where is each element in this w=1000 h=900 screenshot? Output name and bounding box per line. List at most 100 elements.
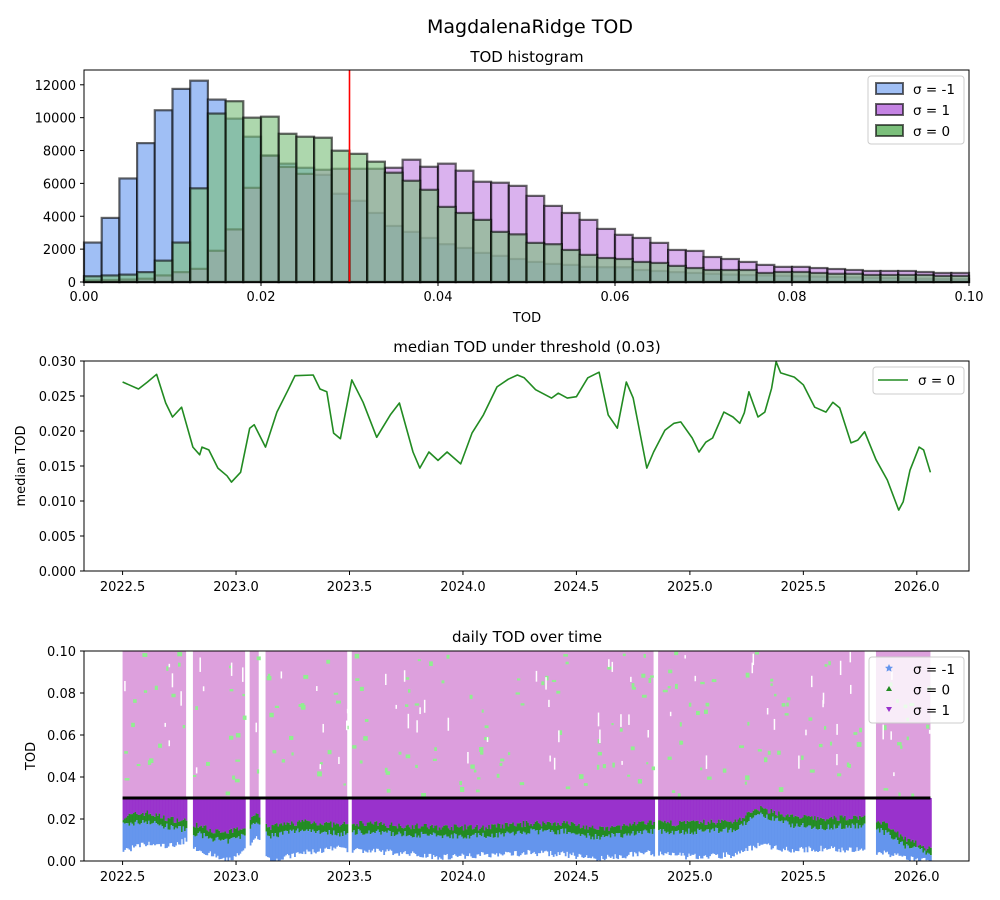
scatter-band-sigma-minus1	[760, 812, 762, 845]
scatter-point-sigma-0	[787, 697, 791, 701]
scatter-band-sigma-minus1	[149, 824, 152, 846]
scatter-band-sigma-minus1	[365, 833, 368, 852]
scatter-band-sigma-1	[898, 798, 901, 838]
scatter-band-sigma-0	[713, 822, 716, 832]
scatter-band-sigma-0	[419, 828, 422, 838]
scatter-band-sigma-1	[122, 798, 125, 821]
scatter-band-sigma-0	[426, 827, 429, 836]
scatter-band-sigma-minus1	[142, 820, 144, 843]
histogram-bar	[507, 233, 528, 284]
scatter-band-sigma-1	[206, 798, 209, 831]
scatter-band-sigma-0	[480, 827, 483, 837]
scatter-band-sigma-0	[331, 827, 334, 836]
scatter-band-sigma-minus1	[754, 815, 756, 848]
scatter-band-sigma-0	[372, 824, 375, 833]
scatter-gap	[280, 671, 283, 679]
scatter-band-sigma-1	[298, 798, 301, 821]
scatter-band-sigma-minus1	[713, 831, 716, 854]
scatter-band-sigma-0	[377, 825, 380, 830]
scatter-band-sigma-minus1	[441, 838, 444, 860]
scatter-band-sigma-1	[668, 798, 671, 824]
scatter-band-sigma-0	[254, 815, 256, 825]
scatter-band-sigma-0	[609, 827, 612, 838]
scatter-band-sigma-0	[787, 814, 789, 822]
scatter-band-sigma-0	[635, 825, 638, 835]
scatter-band-sigma-0	[130, 814, 132, 823]
scatter-band-sigma-minus1	[635, 834, 638, 854]
scatter-band-sigma-minus1	[280, 831, 283, 860]
scatter-band-sigma-0	[881, 821, 884, 831]
scatter-band-sigma-minus1	[158, 825, 161, 845]
scatter-band-sigma-0	[893, 831, 896, 840]
scatter-band-sigma-0	[500, 828, 503, 835]
scatter-band-sigma-1	[324, 798, 326, 823]
scatter-band-sigma-0	[761, 807, 764, 815]
scatter-point-sigma-0	[565, 786, 571, 790]
scatter-point-sigma-0	[824, 664, 828, 667]
scatter-band-sigma-minus1	[581, 834, 584, 858]
scatter-band-sigma-0	[812, 819, 815, 828]
scatter-band-sigma-0	[600, 826, 603, 837]
scatter-band-sigma-0	[662, 822, 665, 830]
scatter-band-sigma-minus1	[686, 833, 689, 858]
scatter-band-sigma-0	[434, 825, 437, 834]
scatter-point-sigma-0	[499, 762, 503, 766]
histogram-bar	[684, 266, 705, 284]
scatter-band-sigma-minus1	[176, 828, 179, 843]
scatter-band-sigma-0	[557, 822, 560, 831]
scatter-gap	[628, 714, 630, 725]
scatter-band-sigma-0	[482, 825, 485, 833]
scatter-point-sigma-0	[829, 741, 833, 746]
scatter-band-sigma-1	[922, 798, 925, 846]
scatter-band-sigma-0	[615, 826, 618, 834]
scatter-band-sigma-1	[857, 798, 860, 820]
scatter-point-sigma-0	[475, 789, 480, 793]
legend-label: σ = -1	[913, 662, 955, 678]
scatter-band-sigma-0	[401, 827, 404, 837]
scatter-point-sigma-0	[266, 675, 272, 681]
scatter-band-sigma-minus1	[258, 824, 261, 840]
scatter-band-sigma-minus1	[488, 836, 491, 858]
scatter-band-sigma-minus1	[901, 841, 904, 857]
scatter-band-sigma-1	[507, 798, 510, 827]
scatter-band-sigma-0	[491, 824, 494, 834]
scatter-band-sigma-1	[234, 798, 237, 829]
scatter-band-sigma-0	[449, 830, 452, 839]
scatter-band-sigma-1	[359, 798, 362, 821]
scatter-band-sigma-0	[680, 821, 683, 834]
scatter-point-sigma-0	[906, 736, 909, 741]
histogram-x-label: TOD	[512, 311, 541, 326]
scatter-band-sigma-minus1	[175, 827, 177, 846]
scatter-band-sigma-minus1	[667, 831, 669, 852]
scatter-band-sigma-1	[593, 798, 596, 829]
y-tick-label: 0.08	[47, 687, 76, 702]
scatter-band-sigma-0	[782, 816, 785, 824]
scatter-band-sigma-1	[184, 798, 186, 819]
scatter-band-sigma-0	[887, 828, 890, 832]
scatter-band-sigma-minus1	[746, 822, 749, 851]
scatter-band-sigma-1	[806, 798, 809, 817]
scatter-band-sigma-0	[143, 815, 146, 823]
scatter-band-sigma-minus1	[910, 848, 913, 857]
scatter-band-sigma-0	[859, 815, 861, 826]
scatter-point-sigma-0	[429, 661, 433, 667]
scatter-band-sigma-0	[665, 823, 668, 833]
scatter-band-sigma-minus1	[549, 832, 552, 851]
scatter-band-sigma-1	[438, 798, 441, 828]
histogram-bar	[136, 271, 156, 284]
scatter-band-sigma-1	[522, 798, 525, 821]
scatter-band-sigma-0	[659, 820, 662, 830]
scatter-gap	[751, 662, 754, 674]
scatter-band-sigma-minus1	[480, 836, 483, 853]
scatter-band-sigma-0	[549, 822, 552, 833]
scatter-band-sigma-1	[688, 798, 690, 822]
scatter-band-sigma-1	[791, 798, 794, 815]
scatter-band-sigma-0	[127, 815, 129, 824]
scatter-band-sigma-0	[737, 819, 740, 830]
scatter-band-sigma-minus1	[396, 834, 399, 854]
scatter-band-sigma-1	[404, 798, 407, 828]
scatter-band-sigma-0	[170, 816, 173, 826]
scatter-band-sigma-minus1	[401, 836, 404, 854]
scatter-band-sigma-0	[240, 829, 243, 834]
